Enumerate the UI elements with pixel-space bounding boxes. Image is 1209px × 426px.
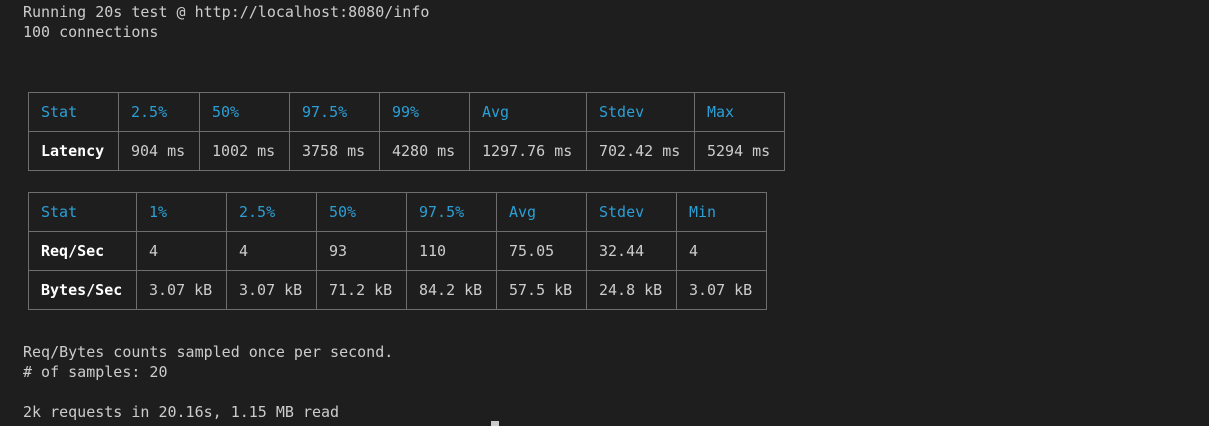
header-cell: 97.5% <box>289 92 380 132</box>
value-cell: 110 <box>406 231 497 271</box>
value-cell: 3.07 kB <box>226 270 317 310</box>
header-cell: 2.5% <box>226 192 317 232</box>
throughput-table: Stat 1% 2.5% 50% 97.5% Avg Stdev Min Req… <box>28 192 767 310</box>
value-cell: 3.07 kB <box>136 270 227 310</box>
terminal-cursor[interactable] <box>491 421 499 426</box>
header-cell: Min <box>676 192 767 232</box>
value-cell: 84.2 kB <box>406 270 497 310</box>
table-row: Latency 904 ms 1002 ms 3758 ms 4280 ms 1… <box>28 131 785 171</box>
value-cell: 702.42 ms <box>586 131 695 171</box>
value-cell: 5294 ms <box>694 131 785 171</box>
test-header-line: Running 20s test @ http://localhost:8080… <box>23 3 430 21</box>
value-cell: 1297.76 ms <box>469 131 587 171</box>
header-cell: Avg <box>496 192 587 232</box>
header-cell: 97.5% <box>406 192 497 232</box>
header-cell: Stdev <box>586 192 677 232</box>
summary-line: 2k requests in 20.16s, 1.15 MB read <box>23 403 340 421</box>
row-label: Latency <box>28 131 119 171</box>
value-cell: 32.44 <box>586 231 677 271</box>
header-cell: Max <box>694 92 785 132</box>
header-cell: Stdev <box>586 92 695 132</box>
value-cell: 4 <box>136 231 227 271</box>
header-cell: 99% <box>379 92 470 132</box>
table-row: Bytes/Sec 3.07 kB 3.07 kB 71.2 kB 84.2 k… <box>28 270 767 310</box>
value-cell: 3.07 kB <box>676 270 767 310</box>
header-cell: 1% <box>136 192 227 232</box>
throughput-header-row: Stat 1% 2.5% 50% 97.5% Avg Stdev Min <box>28 192 767 232</box>
connections-line: 100 connections <box>23 23 159 41</box>
header-cell: 50% <box>199 92 290 132</box>
value-cell: 3758 ms <box>289 131 380 171</box>
header-cell: Avg <box>469 92 587 132</box>
value-cell: 4 <box>676 231 767 271</box>
latency-table: Stat 2.5% 50% 97.5% 99% Avg Stdev Max La… <box>28 92 785 171</box>
table-row: Req/Sec 4 4 93 110 75.05 32.44 4 <box>28 231 767 271</box>
samples-count-line: # of samples: 20 <box>23 363 168 381</box>
sampling-note-line: Req/Bytes counts sampled once per second… <box>23 343 394 361</box>
value-cell: 1002 ms <box>199 131 290 171</box>
header-cell: 2.5% <box>118 92 200 132</box>
row-label: Bytes/Sec <box>28 270 137 310</box>
value-cell: 4 <box>226 231 317 271</box>
row-label: Req/Sec <box>28 231 137 271</box>
value-cell: 71.2 kB <box>316 270 407 310</box>
value-cell: 93 <box>316 231 407 271</box>
value-cell: 904 ms <box>118 131 200 171</box>
header-cell: Stat <box>28 92 119 132</box>
value-cell: 24.8 kB <box>586 270 677 310</box>
value-cell: 4280 ms <box>379 131 470 171</box>
value-cell: 75.05 <box>496 231 587 271</box>
header-cell: 50% <box>316 192 407 232</box>
header-cell: Stat <box>28 192 137 232</box>
value-cell: 57.5 kB <box>496 270 587 310</box>
latency-header-row: Stat 2.5% 50% 97.5% 99% Avg Stdev Max <box>28 92 785 132</box>
